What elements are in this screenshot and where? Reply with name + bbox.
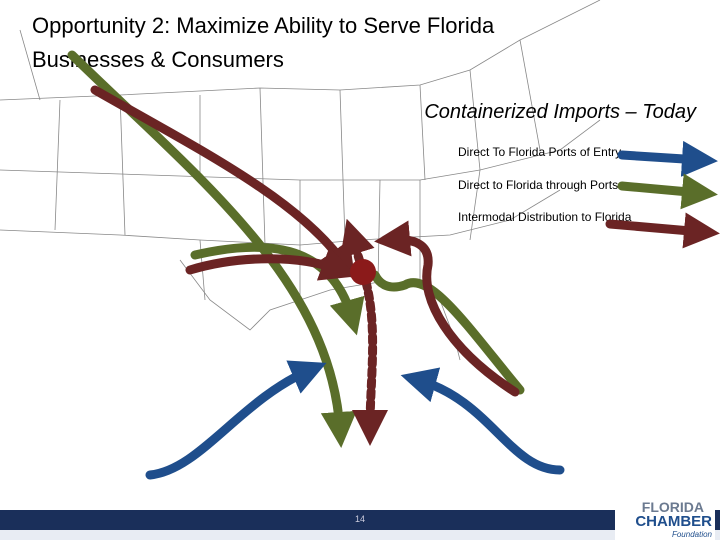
legend-label: Direct to Florida through Ports bbox=[458, 178, 618, 192]
logo-text: FLORIDA bbox=[642, 499, 704, 515]
legend-label: Direct To Florida Ports of Entry bbox=[458, 145, 621, 159]
flow-arrows bbox=[67, 50, 565, 480]
legend-label: Intermodal Distribution to Florida bbox=[458, 210, 632, 224]
subtitle: Containerized Imports – Today bbox=[424, 101, 697, 123]
logo-text: Foundation bbox=[672, 530, 713, 539]
logo-text: CHAMBER bbox=[635, 513, 712, 530]
title: Businesses & Consumers bbox=[32, 47, 284, 72]
title: Opportunity 2: Maximize Ability to Serve… bbox=[32, 13, 495, 38]
footer: 14 FLORIDA CHAMBER Foundation bbox=[0, 498, 720, 540]
page-number: 14 bbox=[355, 514, 365, 524]
legend: Direct To Florida Ports of Entry Direct … bbox=[458, 140, 720, 249]
